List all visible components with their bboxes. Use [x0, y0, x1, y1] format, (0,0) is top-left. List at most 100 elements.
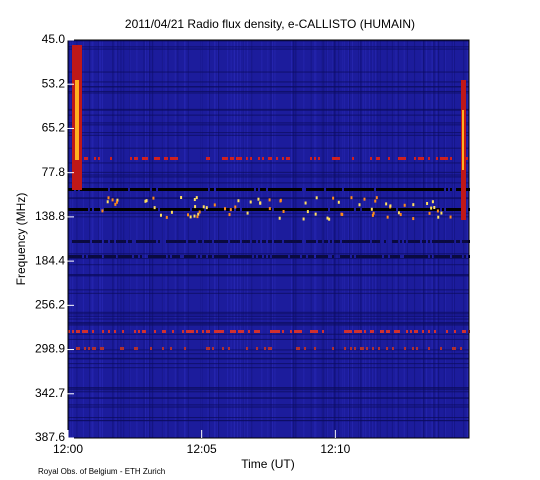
texture: [118, 255, 120, 258]
texture: [423, 40, 425, 438]
texture: [371, 40, 373, 438]
texture: [96, 188, 98, 191]
texture: [84, 330, 86, 333]
texture: [174, 40, 176, 438]
texture: [112, 255, 114, 258]
texture: [334, 157, 336, 160]
texture: [310, 208, 312, 211]
texture: [282, 208, 284, 211]
texture: [78, 347, 80, 350]
texture: [372, 188, 374, 191]
texture: [222, 208, 224, 211]
texture: [234, 240, 236, 243]
texture: [404, 188, 406, 191]
texture: [432, 240, 434, 243]
texture: [142, 240, 144, 243]
texture: [106, 208, 108, 211]
texture: [176, 240, 178, 243]
texture: [202, 188, 204, 191]
texture: [202, 330, 204, 333]
texture: [214, 255, 216, 258]
texture: [122, 240, 124, 243]
texture: [237, 199, 240, 203]
texture: [249, 200, 252, 204]
texture: [176, 188, 178, 191]
texture: [348, 40, 350, 438]
texture: [144, 208, 146, 211]
y-tick-label: 387.6: [35, 430, 65, 444]
texture: [298, 208, 300, 211]
texture: [398, 208, 400, 211]
texture: [186, 188, 188, 191]
texture: [264, 347, 266, 350]
texture: [178, 255, 180, 258]
texture: [406, 40, 408, 438]
texture: [68, 253, 469, 255]
texture: [452, 208, 454, 211]
texture: [330, 188, 332, 191]
texture: [114, 202, 117, 206]
texture: [140, 255, 142, 258]
texture: [238, 240, 240, 243]
texture: [68, 292, 469, 294]
texture: [240, 255, 242, 258]
texture: [216, 330, 218, 333]
texture: [84, 255, 86, 258]
texture: [464, 240, 466, 243]
texture: [428, 208, 430, 211]
texture: [414, 40, 416, 438]
texture: [246, 157, 248, 160]
texture: [448, 240, 450, 243]
texture: [403, 203, 406, 207]
texture: [352, 208, 354, 211]
texture: [264, 208, 266, 211]
texture: [214, 240, 216, 243]
texture: [460, 347, 462, 350]
texture: [68, 208, 70, 211]
texture: [416, 255, 418, 258]
texture: [436, 40, 438, 438]
texture: [124, 255, 126, 258]
texture: [68, 71, 469, 73]
texture: [404, 347, 406, 350]
texture: [154, 208, 156, 211]
texture: [294, 330, 296, 333]
texture: [238, 255, 240, 258]
texture: [466, 240, 468, 243]
texture: [296, 240, 298, 243]
texture: [421, 40, 423, 438]
texture: [220, 255, 222, 258]
texture: [68, 174, 469, 176]
texture: [454, 255, 456, 258]
texture: [164, 157, 166, 160]
texture: [161, 40, 163, 438]
texture: [440, 347, 442, 350]
texture: [378, 157, 380, 160]
texture: [80, 255, 82, 258]
texture: [250, 255, 252, 258]
texture: [138, 240, 140, 243]
texture: [180, 240, 182, 243]
texture: [78, 208, 80, 211]
texture: [422, 188, 424, 191]
texture: [180, 208, 182, 211]
texture: [240, 157, 242, 160]
texture: [68, 147, 469, 149]
texture: [170, 240, 172, 243]
texture: [152, 188, 154, 191]
texture: [270, 240, 272, 243]
texture: [86, 208, 88, 211]
texture: [140, 240, 142, 243]
texture: [398, 157, 400, 160]
texture: [332, 40, 334, 438]
texture: [96, 240, 98, 243]
texture: [192, 188, 194, 191]
texture: [312, 208, 314, 211]
texture: [170, 208, 172, 211]
texture: [334, 240, 336, 243]
texture: [68, 198, 469, 200]
texture: [222, 240, 224, 243]
texture: [378, 240, 380, 243]
texture: [226, 157, 228, 160]
